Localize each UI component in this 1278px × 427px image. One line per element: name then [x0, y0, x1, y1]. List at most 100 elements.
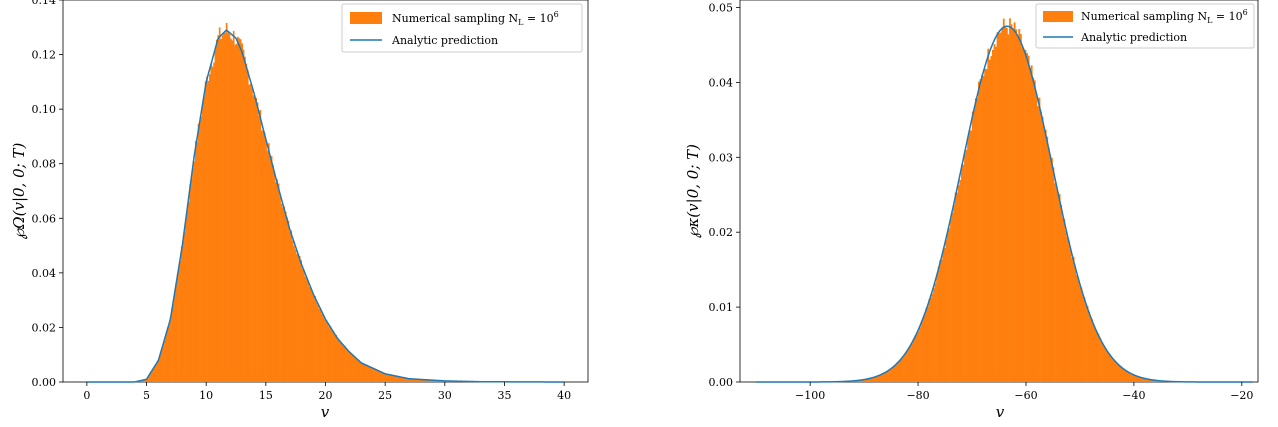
right-hist-bar	[920, 321, 923, 382]
right-hist-bar	[1030, 65, 1033, 382]
right-x-tick-label: −80	[906, 389, 929, 402]
right-hist-bar	[1128, 372, 1131, 382]
left-hist-bar	[307, 280, 309, 382]
left-histogram	[134, 22, 565, 383]
right-hist-bar	[976, 98, 979, 382]
left-hist-bar	[263, 132, 266, 382]
left-hist-bar	[321, 313, 323, 382]
left-x-tick-label: 40	[557, 389, 571, 402]
left-hist-bar	[186, 210, 189, 382]
right-hist-bar	[934, 283, 937, 382]
right-hist-bar	[1075, 275, 1078, 382]
right-hist-bar	[1001, 27, 1004, 382]
left-hist-bar	[377, 370, 380, 382]
left-hist-bar	[406, 378, 409, 382]
right-hist-bar	[1013, 22, 1016, 383]
left-hist-bar	[235, 43, 238, 383]
right-hist-bar	[1036, 106, 1039, 383]
right-hist-bar	[988, 59, 991, 383]
left-hist-bar	[201, 101, 204, 382]
left-hist-bar	[301, 268, 304, 382]
right-x-tick-label: −20	[1230, 389, 1253, 402]
left-hist-bar	[370, 367, 373, 382]
left-hist-bar	[413, 379, 416, 382]
left-hist-bar	[190, 178, 193, 382]
right-hist-bar	[923, 313, 926, 382]
left-hist-bar	[420, 379, 423, 382]
left-hist-bar	[357, 359, 360, 382]
right-hist-bar	[951, 212, 954, 382]
right-hist-bar	[902, 357, 904, 382]
left-hist-bar	[296, 253, 298, 382]
right-hist-bar	[957, 185, 960, 382]
right-hist-bar	[925, 308, 928, 382]
left-hist-bar	[402, 377, 405, 382]
left-hist-bar	[185, 218, 187, 382]
left-hist-bar	[213, 62, 215, 382]
left-hist-bar	[147, 377, 149, 382]
left-hist-bar	[333, 334, 336, 382]
left-hist-bar	[287, 220, 290, 382]
right-hist-bar	[1078, 285, 1081, 382]
right-hist-bar	[1010, 24, 1013, 382]
left-hist-bar	[183, 232, 186, 382]
right-hist-bar	[1018, 28, 1021, 382]
left-hist-bar	[211, 66, 214, 382]
left-hist-bar	[318, 308, 321, 382]
left-hist-bar	[352, 355, 354, 382]
left-hist-bar	[155, 363, 158, 382]
right-hist-bar	[1126, 371, 1129, 382]
left-hist-bar	[223, 32, 225, 382]
right-hist-bar	[894, 364, 897, 382]
right-x-axis-label: v	[996, 403, 1005, 421]
left-legend-line-label: Analytic prediction	[391, 34, 498, 47]
left-hist-bar	[234, 44, 236, 382]
left-hist-bar	[363, 363, 366, 382]
left-hist-bar	[398, 376, 401, 382]
right-hist-bar	[937, 266, 940, 382]
right-hist-bar	[985, 69, 988, 383]
right-hist-bar	[905, 352, 907, 382]
right-hist-bar	[1069, 249, 1072, 382]
right-y-tick-label: 0.04	[709, 76, 734, 89]
right-hist-bar	[1072, 256, 1075, 382]
right-hist-bar	[981, 74, 983, 382]
left-hist-bar	[239, 39, 242, 383]
right-hist-bar	[953, 205, 956, 382]
right-legend: Numerical sampling NL = 106 Analytic pre…	[1035, 3, 1255, 49]
left-hist-bar	[332, 330, 335, 382]
left-hist-bar	[218, 27, 221, 383]
right-hist-bar	[942, 250, 945, 382]
right-hist-bar	[948, 228, 951, 382]
right-hist-bar	[1099, 337, 1101, 382]
left-hist-bar	[353, 356, 356, 382]
left-hist-bar	[300, 260, 302, 382]
left-hist-bar	[294, 249, 297, 382]
right-hist-bar	[1112, 360, 1115, 382]
right-hist-bar	[1024, 49, 1027, 382]
right-hist-bar	[1125, 370, 1128, 382]
left-hist-bar	[152, 368, 155, 382]
left-hist-bar	[308, 286, 311, 382]
right-hist-bar	[931, 293, 934, 382]
right-hist-bar	[1119, 365, 1122, 382]
left-hist-bar	[394, 375, 396, 382]
right-hist-bar	[1021, 47, 1024, 382]
right-hist-bar	[946, 231, 949, 382]
right-hist-bar	[998, 33, 1001, 383]
left-hist-bar	[277, 183, 280, 382]
right-hist-bar	[1009, 18, 1011, 383]
left-hist-bar	[436, 380, 439, 382]
left-legend-box	[341, 3, 583, 53]
right-hist-bar	[978, 81, 980, 383]
left-hist-bar	[312, 295, 315, 382]
right-hist-bar	[1114, 361, 1117, 382]
right-legend-box	[1035, 3, 1255, 49]
left-y-tick-label: 0.00	[32, 376, 57, 389]
left-legend: Numerical sampling NL = 106 Analytic pre…	[341, 3, 583, 53]
right-hist-bar	[863, 379, 866, 382]
left-hist-bar	[408, 378, 411, 382]
right-hist-bar	[1123, 369, 1126, 382]
left-y-tick-label: 0.04	[32, 267, 57, 280]
left-hist-bar	[245, 63, 248, 383]
